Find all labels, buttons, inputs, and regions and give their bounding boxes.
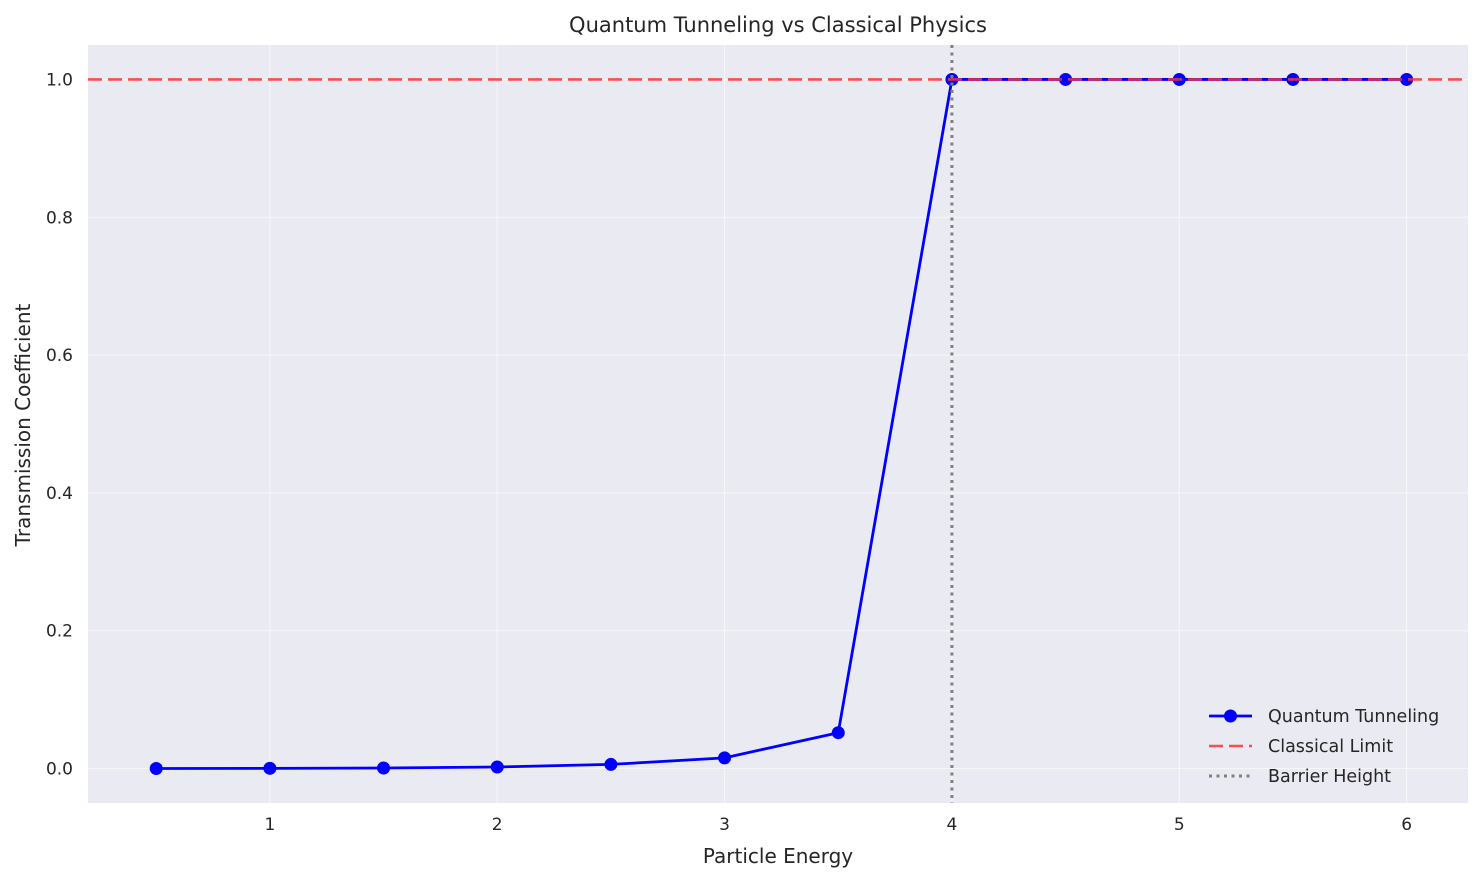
data-point <box>604 757 618 771</box>
data-point <box>377 761 391 775</box>
reference-lines <box>88 45 1468 803</box>
chart-title: Quantum Tunneling vs Classical Physics <box>569 13 987 37</box>
axis-ticks: 1 2 3 4 5 6 0.0 0.2 0.4 0.6 0.8 1.0 <box>46 70 1412 835</box>
data-point <box>490 760 504 774</box>
data-point <box>831 726 845 740</box>
y-axis-label: Transmission Coefficient <box>11 303 35 547</box>
plot-area <box>88 45 1468 803</box>
x-tick-label: 3 <box>719 815 730 835</box>
legend-label-barrier-height: Barrier Height <box>1268 767 1391 787</box>
legend-label-quantum-tunneling: Quantum Tunneling <box>1268 707 1439 727</box>
legend: Quantum Tunneling Classical Limit Barrier … <box>1209 707 1439 787</box>
legend-marker-quantum-tunneling <box>1224 709 1237 723</box>
y-tick-label: 0.4 <box>46 484 73 504</box>
y-tick-label: 1.0 <box>46 70 73 90</box>
data-point <box>1400 72 1414 86</box>
x-tick-label: 1 <box>264 815 275 835</box>
data-point <box>718 751 732 765</box>
x-tick-label: 5 <box>1174 815 1185 835</box>
data-point <box>263 761 277 775</box>
x-tick-label: 4 <box>947 815 958 835</box>
y-tick-label: 0.6 <box>46 346 73 366</box>
y-tick-label: 0.8 <box>46 208 73 228</box>
x-axis-label: Particle Energy <box>703 844 853 868</box>
x-tick-label: 6 <box>1401 815 1412 835</box>
data-point <box>149 761 163 775</box>
x-tick-label: 2 <box>492 815 503 835</box>
legend-label-classical-limit: Classical Limit <box>1268 737 1393 757</box>
y-tick-label: 0.2 <box>46 622 73 642</box>
data-point <box>1059 72 1073 86</box>
y-tick-label: 0.0 <box>46 760 73 780</box>
